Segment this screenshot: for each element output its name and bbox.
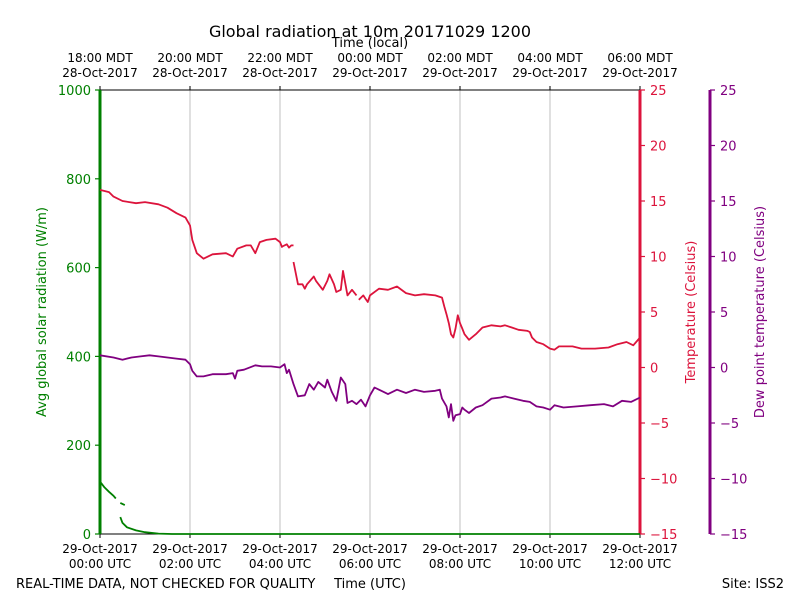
dewpoint-tick-label: 20 xyxy=(720,140,737,155)
bottom-tick-label: 02:00 UTC xyxy=(159,557,221,571)
top-tick-label: 20:00 MDT xyxy=(157,51,223,65)
top-tick-label: 22:00 MDT xyxy=(247,51,313,65)
temperature-tick-label: −5 xyxy=(650,417,669,432)
radiation-axis-label: Avg global solar radiation (W/m) xyxy=(35,207,50,417)
bottom-tick-label: 29-Oct-2017 xyxy=(602,542,678,556)
dewpoint-tick-label: −5 xyxy=(720,417,739,432)
radiation-tick-label: 0 xyxy=(83,528,91,543)
top-tick-label: 00:00 MDT xyxy=(337,51,403,65)
temperature-tick-label: 15 xyxy=(650,195,667,210)
bottom-tick-label: 08:00 UTC xyxy=(429,557,491,571)
radiation-tick-label: 600 xyxy=(66,262,91,277)
radiation-series-line xyxy=(99,481,117,500)
radiation-tick-label: 400 xyxy=(66,350,91,365)
top-tick-label: 02:00 MDT xyxy=(427,51,493,65)
top-tick-label: 18:00 MDT xyxy=(67,51,133,65)
temperature-tick-label: −15 xyxy=(650,528,677,543)
site-label: Site: ISS2 xyxy=(722,577,784,592)
radiation-tick-label: 800 xyxy=(66,173,91,188)
radiation-tick-label: 200 xyxy=(66,439,91,454)
temperature-series-line xyxy=(358,285,641,351)
top-tick-label: 29-Oct-2017 xyxy=(602,66,678,80)
temperature-tick-label: 20 xyxy=(650,140,667,155)
temperature-series-line xyxy=(99,189,284,260)
dewpoint-tick-label: 15 xyxy=(720,195,737,210)
bottom-tick-label: 04:00 UTC xyxy=(249,557,311,571)
top-tick-label: 04:00 MDT xyxy=(517,51,583,65)
dewpoint-tick-label: 10 xyxy=(720,251,737,266)
top-tick-label: 29-Oct-2017 xyxy=(512,66,588,80)
top-axis-label: Time (local) xyxy=(331,36,408,51)
temperature-tick-label: 25 xyxy=(650,84,667,99)
footer-disclaimer: REAL-TIME DATA, NOT CHECKED FOR QUALITY xyxy=(16,577,315,592)
temperature-axis-label: Temperature (Celsius) xyxy=(684,241,699,385)
temperature-series-line xyxy=(281,243,294,249)
dewpoint-series-line xyxy=(99,354,641,422)
bottom-tick-label: 10:00 UTC xyxy=(519,557,581,571)
bottom-tick-label: 12:00 UTC xyxy=(609,557,671,571)
top-tick-label: 28-Oct-2017 xyxy=(152,66,228,80)
bottom-tick-label: 29-Oct-2017 xyxy=(152,542,228,556)
bottom-tick-label: 29-Oct-2017 xyxy=(242,542,318,556)
temperature-series-line xyxy=(292,261,358,297)
bottom-tick-label: 00:00 UTC xyxy=(69,557,131,571)
top-tick-label: 28-Oct-2017 xyxy=(242,66,318,80)
bottom-tick-label: 29-Oct-2017 xyxy=(422,542,498,556)
radiation-series-line xyxy=(119,516,640,535)
top-tick-label: 06:00 MDT xyxy=(607,51,673,65)
top-tick-label: 29-Oct-2017 xyxy=(422,66,498,80)
bottom-tick-label: 29-Oct-2017 xyxy=(512,542,588,556)
dewpoint-tick-label: −10 xyxy=(720,473,747,488)
radiation-tick-label: 1000 xyxy=(58,84,91,99)
bottom-tick-label: 29-Oct-2017 xyxy=(62,542,138,556)
top-tick-label: 29-Oct-2017 xyxy=(332,66,408,80)
temperature-tick-label: 5 xyxy=(650,306,658,321)
dewpoint-axis-label: Dew point temperature (Celsius) xyxy=(753,206,768,418)
dewpoint-tick-label: 5 xyxy=(720,306,728,321)
bottom-tick-label: 06:00 UTC xyxy=(339,557,401,571)
x-axis-label: Time (UTC) xyxy=(333,577,406,592)
chart-title: Global radiation at 10m 20171029 1200 xyxy=(209,22,531,41)
radiation-series-line xyxy=(119,502,126,506)
temperature-tick-label: 0 xyxy=(650,362,658,377)
dewpoint-tick-label: −15 xyxy=(720,528,747,543)
temperature-tick-label: −10 xyxy=(650,473,677,488)
top-tick-label: 28-Oct-2017 xyxy=(62,66,138,80)
bottom-tick-label: 29-Oct-2017 xyxy=(332,542,408,556)
dewpoint-tick-label: 0 xyxy=(720,362,728,377)
temperature-tick-label: 10 xyxy=(650,251,667,266)
dewpoint-tick-label: 25 xyxy=(720,84,737,99)
